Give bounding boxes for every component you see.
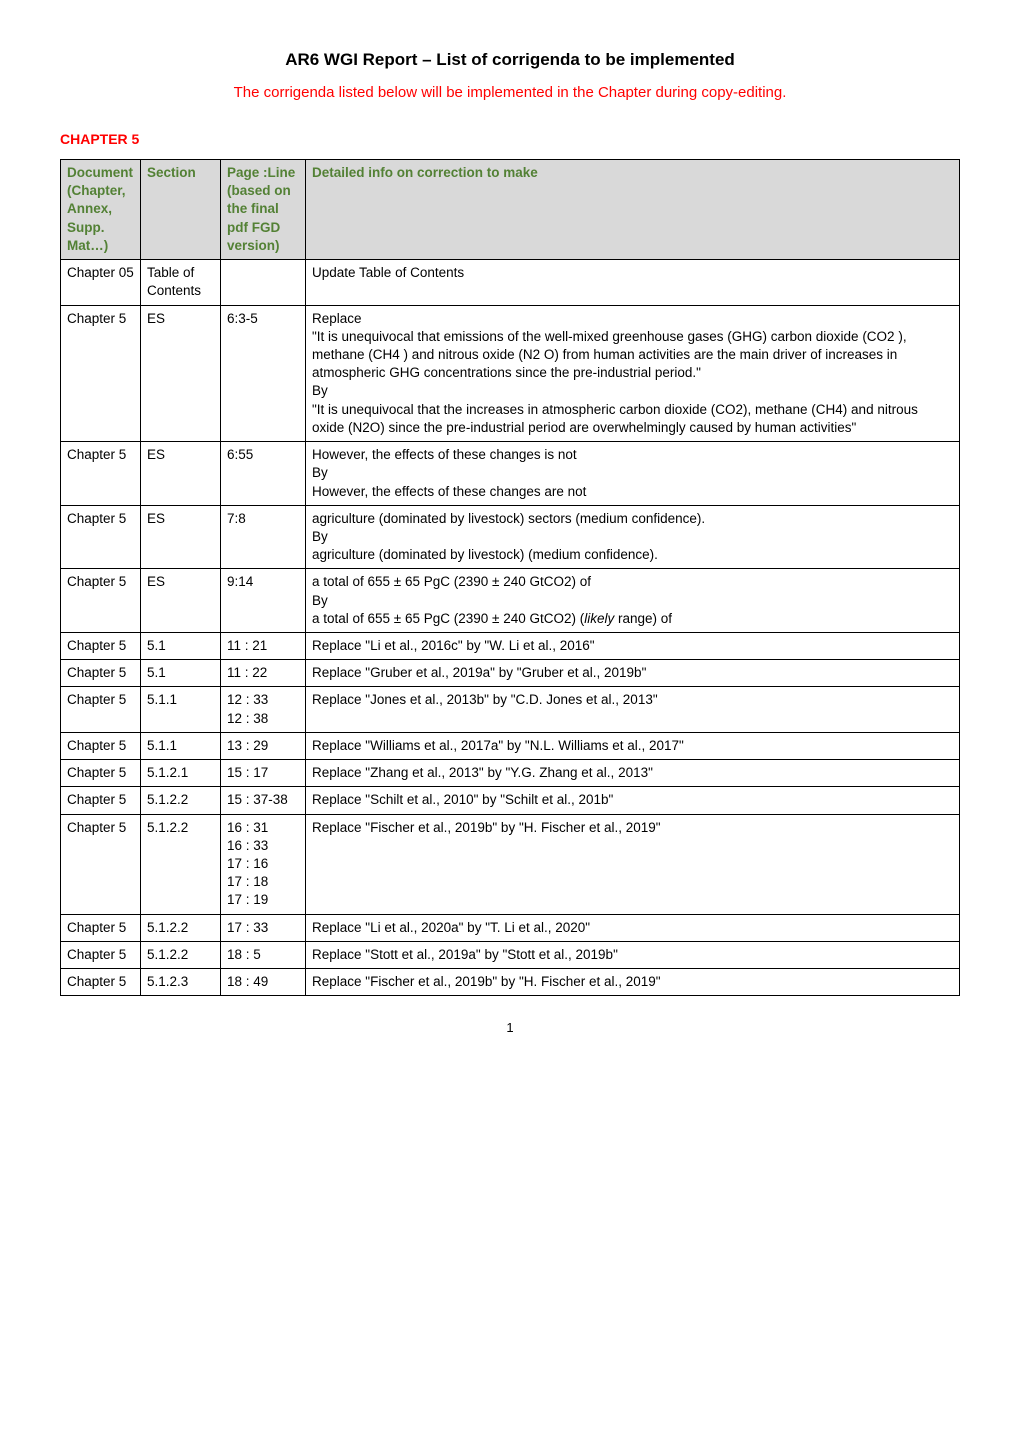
cell-document: Chapter 5 (61, 969, 141, 996)
cell-detail: Update Table of Contents (306, 260, 960, 305)
cell-section: 5.1.2.2 (141, 814, 221, 914)
cell-detail: Replace "Zhang et al., 2013" by "Y.G. Zh… (306, 760, 960, 787)
col-detail: Detailed info on correction to make (306, 160, 960, 260)
cell-detail: Replace "Fischer et al., 2019b" by "H. F… (306, 969, 960, 996)
cell-section: 5.1 (141, 660, 221, 687)
table-body: Chapter 05Table of Contents Update Table … (61, 260, 960, 996)
cell-detail: Replace "Li et al., 2020a" by "T. Li et … (306, 914, 960, 941)
cell-detail: Replace "Fischer et al., 2019b" by "H. F… (306, 814, 960, 914)
cell-document: Chapter 5 (61, 941, 141, 968)
table-row: Chapter 55.1.2.115 : 17Replace "Zhang et… (61, 760, 960, 787)
cell-page: 15 : 37-38 (221, 787, 306, 814)
table-row: Chapter 5ES6:3-5Replace "It is unequivoc… (61, 305, 960, 442)
cell-section: 5.1 (141, 633, 221, 660)
cell-page: 12 : 33 12 : 38 (221, 687, 306, 732)
cell-detail: Replace "It is unequivocal that emission… (306, 305, 960, 442)
cell-page: 17 : 33 (221, 914, 306, 941)
cell-detail: Replace "Jones et al., 2013b" by "C.D. J… (306, 687, 960, 732)
cell-detail: Replace "Williams et al., 2017a" by "N.L… (306, 732, 960, 759)
cell-detail: a total of 655 ± 65 PgC (2390 ± 240 GtCO… (306, 569, 960, 633)
cell-detail: However, the effects of these changes is… (306, 442, 960, 506)
col-page: Page :Line (based on the final pdf FGD v… (221, 160, 306, 260)
table-header-row: Document (Chapter, Annex, Supp. Mat…) Se… (61, 160, 960, 260)
table-row: Chapter 55.1.2.217 : 33Replace "Li et al… (61, 914, 960, 941)
cell-document: Chapter 5 (61, 732, 141, 759)
cell-section: 5.1.2.3 (141, 969, 221, 996)
cell-document: Chapter 5 (61, 569, 141, 633)
cell-section: ES (141, 569, 221, 633)
table-row: Chapter 05Table of Contents Update Table … (61, 260, 960, 305)
cell-detail: Replace "Li et al., 2016c" by "W. Li et … (306, 633, 960, 660)
cell-page: 18 : 49 (221, 969, 306, 996)
corrigenda-table: Document (Chapter, Annex, Supp. Mat…) Se… (60, 159, 960, 996)
cell-document: Chapter 5 (61, 760, 141, 787)
cell-section: 5.1.1 (141, 687, 221, 732)
cell-section: 5.1.2.1 (141, 760, 221, 787)
cell-document: Chapter 5 (61, 814, 141, 914)
cell-page: 7:8 (221, 505, 306, 569)
table-row: Chapter 55.1.112 : 33 12 : 38Replace "Jo… (61, 687, 960, 732)
cell-document: Chapter 05 (61, 260, 141, 305)
cell-document: Chapter 5 (61, 633, 141, 660)
cell-document: Chapter 5 (61, 914, 141, 941)
cell-page: 11 : 21 (221, 633, 306, 660)
cell-detail: Replace "Schilt et al., 2010" by "Schilt… (306, 787, 960, 814)
cell-page: 6:3-5 (221, 305, 306, 442)
table-row: Chapter 55.1.113 : 29Replace "Williams e… (61, 732, 960, 759)
chapter-label: CHAPTER 5 (60, 131, 960, 147)
table-row: Chapter 5ES9:14a total of 655 ± 65 PgC (… (61, 569, 960, 633)
cell-page: 15 : 17 (221, 760, 306, 787)
cell-section: 5.1.2.2 (141, 941, 221, 968)
cell-document: Chapter 5 (61, 505, 141, 569)
cell-section: 5.1.2.2 (141, 787, 221, 814)
table-row: Chapter 5ES7:8agriculture (dominated by … (61, 505, 960, 569)
cell-page (221, 260, 306, 305)
table-row: Chapter 55.1.2.216 : 31 16 : 33 17 : 16 … (61, 814, 960, 914)
table-row: Chapter 55.1.2.215 : 37-38Replace "Schil… (61, 787, 960, 814)
cell-page: 13 : 29 (221, 732, 306, 759)
cell-detail: Replace "Gruber et al., 2019a" by "Grube… (306, 660, 960, 687)
cell-page: 6:55 (221, 442, 306, 506)
cell-detail: Replace "Stott et al., 2019a" by "Stott … (306, 941, 960, 968)
table-row: Chapter 55.111 : 22Replace "Gruber et al… (61, 660, 960, 687)
col-document: Document (Chapter, Annex, Supp. Mat…) (61, 160, 141, 260)
cell-section: ES (141, 505, 221, 569)
cell-page: 9:14 (221, 569, 306, 633)
table-row: Chapter 55.1.2.318 : 49Replace "Fischer … (61, 969, 960, 996)
table-row: Chapter 5ES6:55However, the effects of t… (61, 442, 960, 506)
cell-page: 11 : 22 (221, 660, 306, 687)
cell-detail: agriculture (dominated by livestock) sec… (306, 505, 960, 569)
cell-page: 16 : 31 16 : 33 17 : 16 17 : 18 17 : 19 (221, 814, 306, 914)
table-row: Chapter 55.111 : 21Replace "Li et al., 2… (61, 633, 960, 660)
document-title: AR6 WGI Report – List of corrigenda to b… (60, 50, 960, 70)
col-section: Section (141, 160, 221, 260)
cell-document: Chapter 5 (61, 660, 141, 687)
page-number: 1 (60, 1020, 960, 1035)
cell-document: Chapter 5 (61, 442, 141, 506)
document-subtitle: The corrigenda listed below will be impl… (60, 84, 960, 101)
cell-section: Table of Contents (141, 260, 221, 305)
cell-page: 18 : 5 (221, 941, 306, 968)
cell-document: Chapter 5 (61, 305, 141, 442)
cell-section: ES (141, 305, 221, 442)
cell-document: Chapter 5 (61, 787, 141, 814)
cell-document: Chapter 5 (61, 687, 141, 732)
cell-section: 5.1.1 (141, 732, 221, 759)
cell-section: ES (141, 442, 221, 506)
table-row: Chapter 55.1.2.218 : 5Replace "Stott et … (61, 941, 960, 968)
cell-section: 5.1.2.2 (141, 914, 221, 941)
